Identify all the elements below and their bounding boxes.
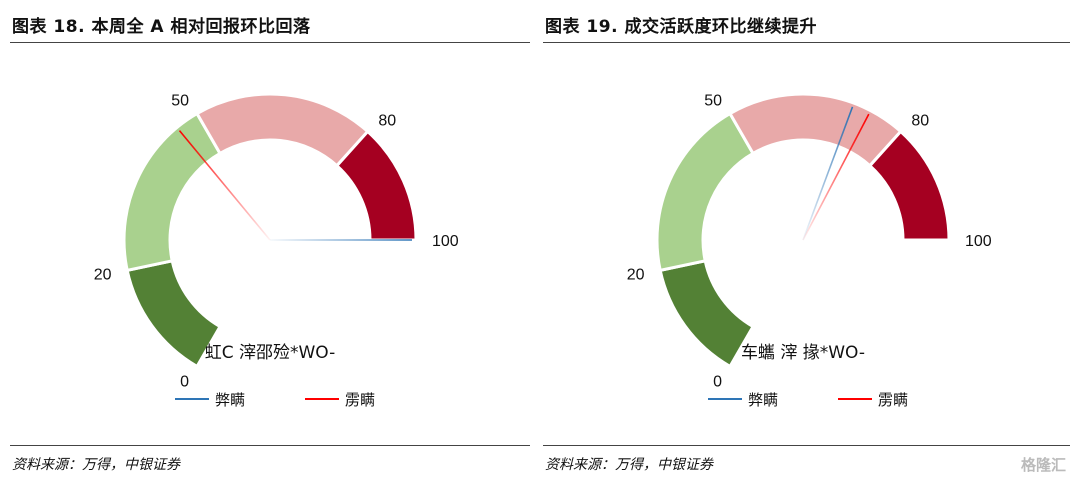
tick-label-1: 20 — [94, 267, 112, 284]
source-rule — [543, 445, 1070, 446]
chart-panel-19: 图表 19. 成交活跃度环比继续提升 0 20 50 80 100 车蠵 滓 掾*WO- 弊… — [543, 0, 1070, 481]
tick-label-0: 0 — [180, 373, 189, 390]
chart-title: 图表 19. 成交活跃度环比继续提升 — [545, 17, 817, 37]
gauge-band-1 — [655, 111, 756, 273]
gauge-band-0 — [658, 259, 756, 369]
gauge-band-2 — [727, 92, 903, 168]
legend-label-1: 雳瞒 — [345, 391, 375, 409]
gauge-band-3 — [867, 129, 951, 242]
tick-label-2: 50 — [704, 93, 722, 110]
gauge-chart-19: 0 20 50 80 100 车蠵 滓 掾*WO- 弊瞒 雳瞒 — [627, 92, 992, 409]
tick-label-3: 80 — [911, 113, 929, 130]
tick-label-4: 100 — [965, 233, 992, 250]
source-rule — [10, 445, 530, 446]
center-label: 车蠵 滓 掾*WO- — [741, 343, 865, 363]
needle-1 — [178, 130, 271, 241]
chart-title: 图表 18. 本周全 A 相对回报环比回落 — [12, 17, 311, 37]
gauge-band-2 — [194, 92, 370, 168]
chart-panel-18: 图表 18. 本周全 A 相对回报环比回落 0 20 50 80 100 虹C 滓邵殓*W… — [10, 0, 530, 481]
tick-label-4: 100 — [432, 233, 459, 250]
gauge-band-1 — [122, 111, 223, 273]
gauge-band-3 — [334, 129, 418, 242]
tick-label-1: 20 — [627, 267, 645, 284]
watermark-logo: 格隆汇 — [1020, 456, 1066, 474]
title-rule — [543, 42, 1070, 43]
source-note: 资料来源：万得，中银证券 — [12, 457, 180, 473]
gauge-chart-18: 0 20 50 80 100 虹C 滓邵殓*WO- 弊瞒 雳瞒 — [94, 92, 459, 409]
legend-label-0: 弊瞒 — [748, 391, 778, 409]
needle-0 — [802, 106, 854, 241]
source-note: 资料来源：万得，中银证券 — [545, 457, 713, 473]
needle-1 — [802, 113, 870, 241]
tick-label-3: 80 — [378, 113, 396, 130]
legend-label-1: 雳瞒 — [878, 391, 908, 409]
tick-label-2: 50 — [171, 93, 189, 110]
tick-label-0: 0 — [713, 373, 722, 390]
center-label: 虹C 滓邵殓*WO- — [205, 343, 336, 363]
title-rule — [10, 42, 530, 43]
legend-label-0: 弊瞒 — [215, 391, 245, 409]
